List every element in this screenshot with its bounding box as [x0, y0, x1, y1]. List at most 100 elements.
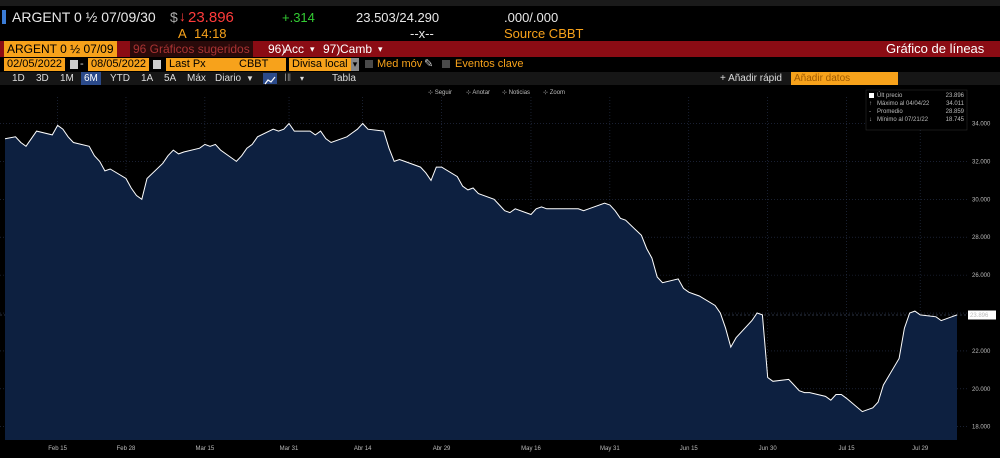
news-tool[interactable]: ⊹ Noticias [502, 89, 530, 96]
net-change: +.314 [282, 10, 315, 25]
x-tick-label: Jul 29 [912, 446, 929, 452]
legend-swatch [869, 93, 874, 98]
legend-value-low: 18.745 [946, 117, 965, 123]
field-selector[interactable]: Last Px [166, 58, 236, 71]
change-num: 97) [323, 42, 341, 56]
bid-ask-size: --x-- [410, 26, 434, 41]
legend-value-avg: 28.859 [946, 109, 965, 115]
key-events-checkbox[interactable] [442, 60, 450, 68]
chart-legend: Últ precio 23.896 ↑ Máximo al 04/04/22 3… [865, 89, 968, 131]
x-tick-label: Abr 14 [354, 446, 372, 452]
price-chart: 18.00020.00022.00024.00026.00028.00030.0… [0, 85, 1000, 453]
x-tick-label: Abr 29 [433, 446, 451, 452]
legend-marker-high: ↑ [869, 101, 872, 107]
range-max[interactable]: Máx [187, 73, 206, 84]
actions-num: 96) [268, 42, 286, 56]
last-price-badge-bg [968, 310, 996, 320]
chart-toolbar: ⊹ Seguir ⊹ Anotar ⊹ Noticias ⊹ Zoom [428, 89, 565, 96]
suggested-charts-button[interactable]: 96 Gráficos sugeridos [130, 41, 253, 57]
actions-menu[interactable]: Acc [284, 42, 305, 56]
x-tick-label: Jun 30 [759, 446, 778, 452]
function-bar: ARGENT 0 ½ 07/09 96 Gráficos sugeridos 9… [0, 41, 1000, 57]
legend-label-avg: Promedio [877, 109, 903, 115]
frequency-chevron-down-icon[interactable]: ▼ [246, 74, 254, 83]
moving-avg-label[interactable]: Med móv [377, 58, 423, 70]
y-tick-label: 22.000 [972, 349, 991, 355]
currency-symbol: $ [170, 9, 178, 25]
change-menu[interactable]: Camb [340, 42, 373, 56]
x-tick-label: May 16 [521, 446, 541, 452]
y-tick-label: 20.000 [972, 387, 991, 393]
chart-controls: 02/05/2022 - 08/05/2022 Last Px CBBT Div… [0, 57, 1000, 72]
chart-canvas: 18.00020.00022.00024.00026.00028.00030.0… [0, 89, 996, 452]
moving-avg-checkbox[interactable] [365, 60, 373, 68]
follow-tool[interactable]: ⊹ Seguir [428, 89, 452, 96]
end-date-field[interactable]: 08/05/2022 [88, 58, 150, 71]
change-chevron-down-icon[interactable]: ▾ [378, 44, 383, 54]
price-area [5, 123, 957, 440]
price-line [4, 122, 958, 413]
y-tick-label: 28.000 [972, 235, 991, 241]
range-3d[interactable]: 3D [36, 73, 49, 84]
key-events-label[interactable]: Eventos clave [455, 58, 524, 70]
start-calendar-icon[interactable] [70, 60, 78, 69]
legend-marker-low: ↓ [869, 117, 872, 123]
range-ytd[interactable]: YTD [110, 73, 130, 84]
y-tick-label: 30.000 [972, 197, 991, 203]
legend-label-high: Máximo al 04/04/22 [877, 101, 930, 107]
add-quick-button[interactable]: + Añadir rápid [720, 73, 782, 84]
annotate-tool[interactable]: ⊹ Anotar [466, 89, 490, 96]
quote-header: ARGENT 0 ½ 07/09/30 $ ↓ 23.896 A 14:18 +… [0, 6, 1000, 41]
date-range-dash: - [80, 58, 84, 70]
line-chart-icon[interactable] [263, 73, 277, 85]
time-prefix: A [178, 26, 187, 41]
quote-time: 14:18 [194, 26, 227, 41]
source-selector[interactable]: CBBT [236, 58, 286, 71]
add-data-input[interactable]: Añadir datos [791, 72, 898, 85]
last-price-badge-label: 23.896 [970, 313, 989, 319]
x-tick-label: May 31 [600, 446, 620, 452]
last-price: 23.896 [188, 9, 234, 26]
chart-type-label[interactable]: Gráfico de líneas [886, 41, 985, 56]
currency-selector[interactable]: Divisa local [289, 58, 353, 71]
security-marker [2, 10, 6, 24]
actions-chevron-down-icon[interactable]: ▾ [310, 44, 315, 54]
yield-pair: .000/.000 [504, 10, 559, 25]
security-field[interactable]: ARGENT 0 ½ 07/09 [4, 41, 117, 57]
x-tick-label: Feb 28 [117, 446, 136, 452]
end-calendar-icon[interactable] [153, 60, 161, 69]
bar-chart-icon[interactable]: Ⅰ‖ [284, 73, 292, 84]
security-ticker[interactable]: ARGENT 0 ½ 07/09/30 [12, 9, 156, 25]
range-6m[interactable]: 6M [81, 72, 101, 85]
range-1a[interactable]: 1A [141, 73, 154, 84]
zoom-tool[interactable]: ⊹ Zoom [543, 89, 565, 96]
window-title-strip [0, 0, 1000, 6]
range-1m[interactable]: 1M [60, 73, 74, 84]
range-5a[interactable]: 5A [164, 73, 177, 84]
x-tick-label: Feb 15 [48, 446, 67, 452]
pencil-icon[interactable]: ✎ [424, 58, 434, 70]
legend-label-low: Mínimo al 07/21/22 [877, 117, 929, 123]
chart-style-chevron-down-icon[interactable]: ▾ [300, 74, 305, 83]
legend-label-last: Últ precio [877, 92, 903, 99]
range-1d[interactable]: 1D [12, 73, 25, 84]
legend-box [865, 89, 968, 131]
x-tick-label: Jul 15 [839, 446, 856, 452]
x-tick-label: Mar 15 [196, 446, 215, 452]
last-price-badge: 23.896 [968, 310, 996, 320]
y-tick-label: 26.000 [972, 273, 991, 279]
start-date-field[interactable]: 02/05/2022 [4, 58, 66, 71]
x-tick-label: Mar 31 [280, 446, 299, 452]
frequency-selector[interactable]: Diario [215, 73, 242, 84]
y-tick-label: 34.000 [972, 122, 991, 128]
range-bar: 1D 3D 1M 6M YTD 1A 5A Máx Diario ▼ Ⅰ‖ ▾ … [0, 72, 1000, 85]
bid-ask: 23.503/24.290 [356, 10, 440, 25]
source-label: Source CBBT [504, 26, 584, 41]
table-button[interactable]: Tabla [332, 73, 356, 84]
legend-value-last: 23.896 [946, 93, 965, 99]
x-tick-label: Jun 15 [680, 446, 699, 452]
down-arrow-icon: ↓ [179, 8, 186, 24]
y-tick-label: 18.000 [972, 425, 991, 431]
currency-chevron-down-icon[interactable]: ▾ [351, 58, 359, 71]
legend-value-high: 34.011 [946, 101, 965, 107]
